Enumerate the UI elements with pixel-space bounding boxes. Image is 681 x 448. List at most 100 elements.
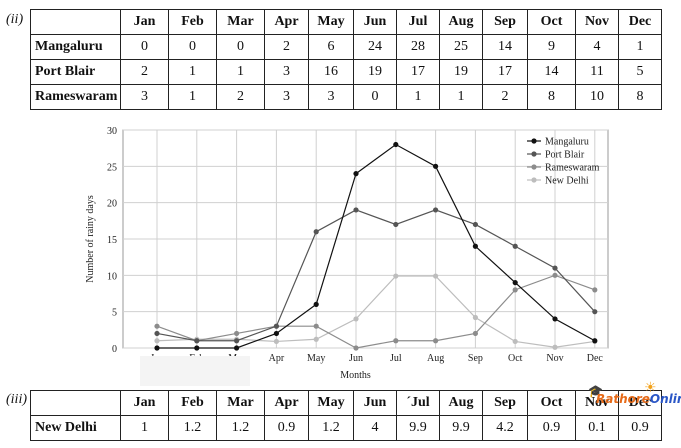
series-line-port-blair <box>156 209 596 342</box>
logo-text-b: Online <box>649 392 681 406</box>
x-tick-label: Aug <box>427 353 444 364</box>
legend-marker <box>531 151 537 157</box>
rainy-days-cell: 1.2 <box>168 415 217 441</box>
data-point <box>194 338 200 344</box>
data-point <box>552 272 558 278</box>
legend-label: Port Blair <box>545 150 585 161</box>
data-point <box>313 229 319 235</box>
table-row: New Delhi 1 1.2 1.2 0.9 1.2 4 9.9 9.9 4.2 0.9 0.1 0.… <box>30 415 662 441</box>
data-point <box>552 344 558 350</box>
rainy-days-cell: 1.2 <box>216 415 265 441</box>
logo-text-a: Rathore <box>596 392 650 406</box>
rainy-days-cell: 14 <box>482 34 528 60</box>
data-point <box>512 280 518 286</box>
rainy-days-cell: 19 <box>353 59 397 85</box>
month-header-9: Oct <box>527 9 576 35</box>
part-ii-label: (ii) <box>6 12 24 27</box>
y-tick-label: 5 <box>112 308 117 319</box>
legend-marker <box>531 164 537 170</box>
table-corner-cell <box>30 390 121 416</box>
data-point <box>313 301 319 307</box>
rainy-days-cell: 3 <box>308 84 354 110</box>
logo-text: RathoreOnline <box>596 392 681 406</box>
data-point <box>313 323 319 329</box>
month-header-2: Mar <box>216 390 265 416</box>
data-point <box>433 338 439 344</box>
month-header-5: Jun <box>353 390 397 416</box>
rainy-days-cell: 5 <box>618 59 662 85</box>
data-point <box>154 330 160 337</box>
month-header-8: Sep <box>482 9 528 35</box>
y-axis-label: Number of rainy days <box>85 195 96 283</box>
data-point <box>393 273 399 279</box>
month-header-8: Sep <box>482 390 528 416</box>
x-tick-label: Apr <box>269 353 285 364</box>
legend-marker <box>531 138 537 144</box>
table-row: Rameswaram 3 1 2 3 3 0 1 1 2 8 10 8 <box>30 84 662 110</box>
scan-smudge <box>140 356 250 386</box>
rainy-days-cell: 0 <box>120 34 169 60</box>
y-tick-label: 0 <box>112 344 117 355</box>
rainy-days-cell: 4 <box>353 415 397 441</box>
data-point <box>234 338 240 344</box>
y-tick-label: 30 <box>107 126 117 137</box>
rainy-days-cell: 3 <box>264 84 309 110</box>
y-tick-label: 25 <box>107 162 117 173</box>
station-name-cell: New Delhi <box>30 415 121 441</box>
rainy-days-cell: 9.9 <box>439 415 483 441</box>
data-point <box>353 207 359 213</box>
series-line-new-delhi <box>156 275 595 348</box>
graduation-cap-icon: 🎓 <box>588 384 603 398</box>
data-point <box>592 338 598 344</box>
station-name-cell: Mangaluru <box>30 34 121 60</box>
month-header-4: May <box>308 390 354 416</box>
rainy-days-cell: 17 <box>396 59 440 85</box>
month-header-6: Jul <box>396 9 440 35</box>
month-header-5: Jun <box>353 9 397 35</box>
rainy-days-cell: 1 <box>618 34 662 60</box>
rainy-days-cell: 2 <box>264 34 309 60</box>
data-point <box>393 221 399 228</box>
rainy-days-cell: 2 <box>120 59 169 85</box>
data-point <box>273 338 279 345</box>
y-tick-label: 20 <box>107 199 117 210</box>
table-header-row: Jan Feb Mar Apr May Jun ´Jul Aug Sep Oct Nov Dec <box>30 390 662 416</box>
data-point <box>433 207 439 213</box>
x-tick-label: Oct <box>508 353 523 364</box>
data-point <box>552 265 558 271</box>
series-line-mangaluru <box>157 143 596 349</box>
rainy-days-cell: 1 <box>168 59 217 85</box>
x-tick-label: Jun <box>349 353 363 364</box>
data-point <box>194 345 200 351</box>
data-point <box>353 316 359 322</box>
data-point <box>393 141 399 148</box>
rainy-days-cell: 19 <box>439 59 483 85</box>
data-point <box>472 314 478 321</box>
rainy-days-table-top: Jan Feb Mar Apr May Jun Jul Aug Sep Oct Nov Dec Man… <box>30 9 662 110</box>
x-tick-label: Dec <box>587 353 604 364</box>
rainy-days-cell: 4.2 <box>482 415 528 441</box>
data-point <box>512 338 518 345</box>
rainy-days-cell: 1 <box>120 415 169 441</box>
month-header-7: Aug <box>439 390 483 416</box>
month-header-10: Nov <box>575 9 619 35</box>
rainy-days-cell: 0 <box>216 34 265 60</box>
month-header-0: Jan <box>120 9 169 35</box>
sun-icon: ☀ <box>644 380 657 396</box>
data-point <box>353 171 359 177</box>
data-point <box>512 287 518 293</box>
table-row: Mangaluru 0 0 0 2 6 24 28 25 14 9 4 1 <box>30 34 662 60</box>
rainy-days-cell: 28 <box>396 34 440 60</box>
data-point <box>472 243 478 249</box>
rainy-days-cell: 0 <box>353 84 397 110</box>
data-point <box>154 338 160 344</box>
station-name-cell: Rameswaram <box>30 84 121 110</box>
rainy-days-cell: 1.2 <box>308 415 354 441</box>
data-point <box>472 221 478 228</box>
y-tick-label: 10 <box>107 271 117 282</box>
table-row: Port Blair 2 1 1 3 16 19 17 19 17 14 11 5 <box>30 59 662 85</box>
legend-label: Rameswaram <box>545 163 600 174</box>
month-header-9: Oct <box>527 390 576 416</box>
part-iii-label: (iii) <box>6 392 27 407</box>
